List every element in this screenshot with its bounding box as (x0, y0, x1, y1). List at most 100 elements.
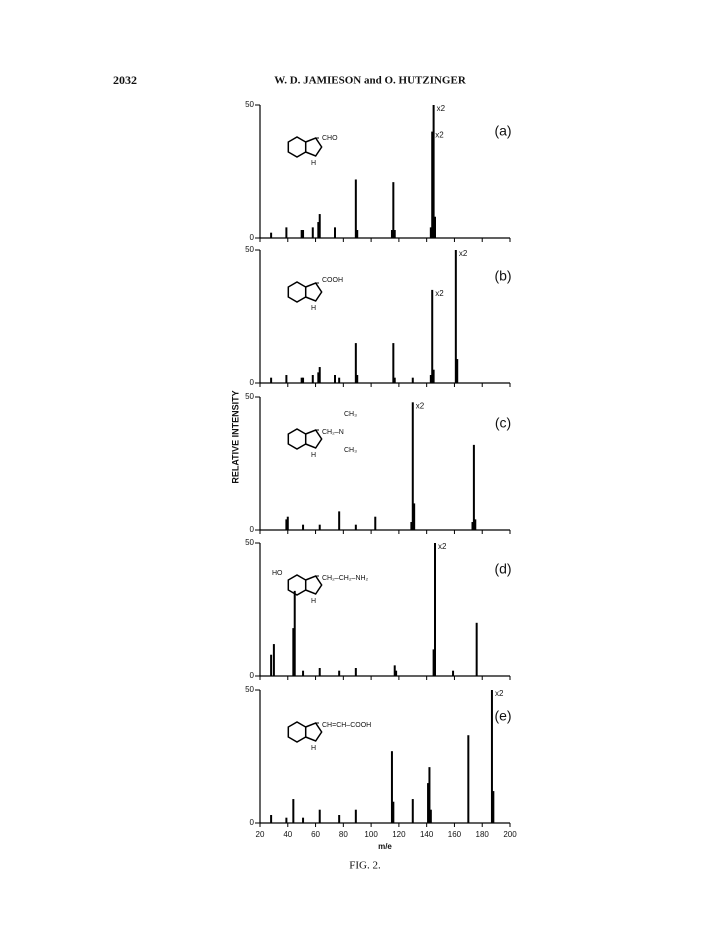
peak (411, 377, 414, 383)
y-tick-label: 0 (250, 378, 255, 387)
structure-label: CH=CH–COOH (322, 722, 371, 729)
peak (302, 524, 305, 530)
peak (317, 372, 320, 383)
peak (292, 628, 295, 676)
y-tick-label: 50 (245, 245, 254, 254)
ring (305, 137, 323, 157)
peak (390, 751, 393, 823)
peak (318, 367, 321, 383)
peak (338, 377, 341, 383)
peak (432, 649, 435, 676)
peak (317, 222, 320, 238)
peak (434, 543, 436, 676)
peak (393, 665, 396, 676)
ring (287, 721, 307, 743)
structure-label: CH₃ (344, 411, 357, 418)
peak (334, 375, 336, 383)
peak (356, 230, 359, 238)
structure-label: H (311, 160, 316, 167)
peak (431, 131, 434, 238)
peak (292, 799, 295, 823)
x-tick-label: 40 (283, 830, 292, 839)
peak (432, 369, 435, 383)
panel-label: (d) (494, 561, 511, 577)
peak (411, 799, 414, 823)
ring (305, 575, 323, 595)
peak (452, 670, 455, 676)
y-tick-label: 0 (250, 525, 255, 534)
y-tick-label: 50 (245, 392, 254, 401)
peak (490, 690, 493, 823)
panel-label: (e) (494, 708, 511, 724)
y-axis-label: RELATIVE INTENSITY (230, 390, 240, 483)
peak-annotation: x2 (435, 289, 444, 298)
peak (311, 227, 314, 238)
peak (354, 524, 357, 530)
peak (318, 524, 321, 530)
structure-label: HO (272, 570, 283, 577)
structure-label: CH₂–CH₂–NH₂ (322, 575, 369, 582)
peak (475, 622, 478, 676)
peak (429, 227, 432, 238)
peak (354, 809, 357, 823)
structure-label: CH₃ (344, 447, 357, 454)
structure-label: H (311, 745, 316, 752)
peak (302, 670, 305, 676)
peak (302, 817, 305, 823)
peak (429, 809, 432, 823)
x-tick-label: 120 (392, 830, 406, 839)
peak-annotation: x2 (495, 689, 504, 698)
ring (305, 722, 323, 742)
peak (338, 511, 341, 530)
peak (270, 654, 273, 676)
peak (467, 735, 470, 823)
ring (287, 281, 307, 303)
y-tick-label: 0 (250, 233, 255, 242)
peak (392, 182, 395, 238)
peak (454, 250, 457, 383)
peak (318, 668, 321, 676)
panel-label: (c) (495, 415, 511, 431)
peak (354, 343, 357, 383)
ring (305, 282, 323, 302)
peak (338, 670, 341, 676)
x-tick-label: 200 (503, 830, 517, 839)
running-head: W. D. JAMIESON and O. HUTZINGER (274, 75, 467, 87)
peak (395, 670, 398, 676)
peak (392, 343, 395, 383)
peak (318, 214, 321, 238)
ring (287, 574, 307, 596)
y-tick-label: 50 (245, 538, 254, 547)
x-axis-label: m/e (378, 842, 392, 851)
y-tick-label: 50 (245, 685, 254, 694)
peak (431, 289, 434, 383)
peak (285, 519, 288, 530)
structure-label: CHO (322, 135, 338, 142)
peak (411, 402, 414, 530)
peak (356, 375, 359, 383)
structure-label: H (311, 598, 316, 605)
y-tick-label: 50 (245, 100, 254, 109)
x-tick-label: 20 (256, 830, 265, 839)
peak (432, 105, 435, 238)
peak-annotation: x2 (459, 249, 468, 258)
ring (287, 136, 307, 158)
peak (285, 227, 288, 238)
peak (428, 767, 431, 823)
peak (392, 801, 395, 823)
peak (354, 668, 357, 676)
panel-label: (b) (494, 268, 511, 284)
ring (305, 429, 323, 449)
peak (393, 230, 396, 238)
figure-caption: FIG. 2. (349, 860, 381, 872)
peak (334, 227, 336, 238)
peak-annotation: x2 (435, 131, 444, 140)
peak (270, 232, 273, 238)
peak (272, 644, 275, 676)
x-tick-label: 160 (448, 830, 462, 839)
peak (434, 216, 436, 238)
peak (390, 230, 393, 238)
peak-annotation: x2 (437, 104, 446, 113)
peak (393, 377, 396, 383)
